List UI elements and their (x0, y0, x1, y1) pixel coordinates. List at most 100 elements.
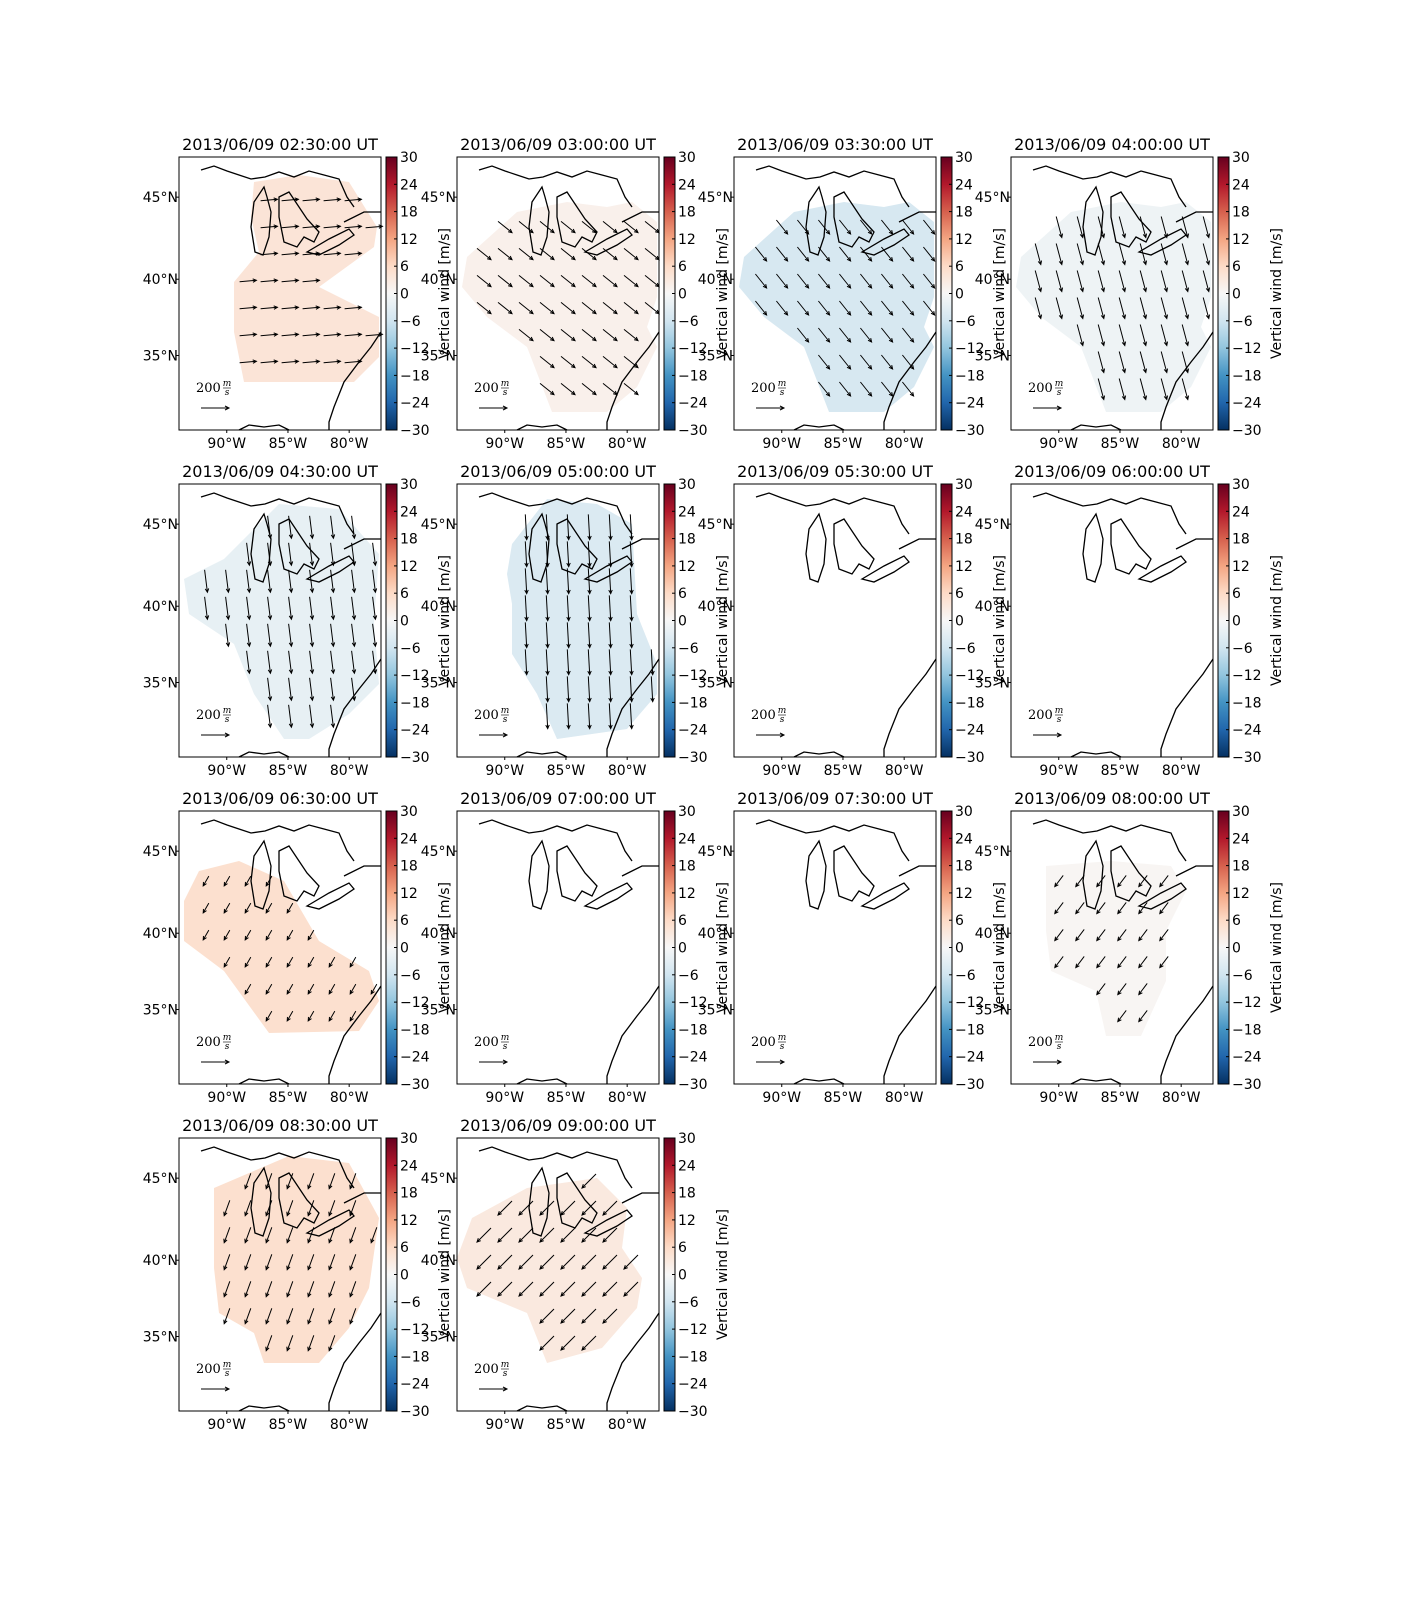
wind-arrow (246, 650, 252, 675)
wind-arrow (328, 1173, 336, 1190)
wind-arrow (881, 327, 894, 343)
map-panel: 2013/06/09 04:30:00 UT 200 ms 90°W 85°W 80°W 4… (143, 462, 453, 779)
colorbar-tick-label: −6 (400, 314, 421, 330)
wind-arrow (309, 677, 315, 702)
wind-arrow (839, 219, 852, 235)
wind-arrow (307, 1308, 315, 1325)
coastline (478, 165, 660, 431)
colorbar-tick-label: 24 (1232, 177, 1250, 193)
wind-arrow (202, 875, 210, 887)
lat-tick-label: 35°N (143, 1002, 178, 1018)
wind-arrow (602, 275, 618, 288)
wind-arrow (281, 197, 300, 202)
wind-arrow (539, 1200, 555, 1216)
wind-arrow (372, 623, 378, 648)
wind-arrow (344, 305, 363, 310)
wind-arrow (1160, 243, 1169, 266)
wind-arrow (1117, 902, 1127, 915)
lon-tick-label: 85°W (547, 436, 586, 452)
wind-arrow (330, 542, 336, 567)
wind-arrow (1076, 297, 1085, 320)
wind-arrow (539, 356, 555, 369)
colorbar-tick-label: 0 (1232, 614, 1241, 630)
wind-arrow (623, 1254, 639, 1270)
wind-arrow (1117, 956, 1127, 969)
wind-arrow (602, 302, 618, 315)
wind-arrow (629, 622, 634, 649)
colorbar-tick-label: −12 (955, 341, 985, 357)
wind-arrow (1138, 875, 1148, 888)
wind-arrow (302, 224, 321, 229)
lat-tick-label: 45°N (975, 517, 1010, 533)
colorbar-tick-label: 0 (678, 941, 687, 957)
lat-tick-label: 45°N (143, 190, 178, 206)
lon-tick-label: 85°W (547, 1090, 586, 1106)
colorbar-tick-label: −30 (678, 750, 708, 766)
colorbar-tick-label: 6 (1232, 913, 1241, 929)
wind-arrow (1076, 216, 1085, 239)
wind-arrow (244, 983, 252, 995)
wind-arrow (309, 596, 315, 621)
quiver-key-unit: s (1057, 388, 1062, 398)
wind-arrow (923, 246, 936, 262)
wind-arrow (328, 1200, 336, 1217)
wind-arrow (267, 650, 273, 675)
wind-arrow (1096, 875, 1106, 888)
wind-arrow (349, 956, 357, 968)
colorbar-tick-label: −18 (400, 1349, 430, 1365)
wind-arrow (370, 983, 378, 995)
quiver-key-unit: s (225, 388, 230, 398)
wind-arrow (860, 381, 873, 397)
wind-arrow (1160, 351, 1169, 374)
wind-arrow (1138, 1010, 1148, 1023)
wind-arrow (1138, 902, 1148, 915)
wind-arrow (1075, 956, 1085, 969)
wind-arrow (372, 596, 378, 621)
wind-arrow (351, 515, 357, 540)
wind-arrow (1075, 929, 1085, 942)
colorbar-tick-label: −24 (678, 1377, 708, 1393)
colorbar: 30 24 18 12 6 0 −6 −12 −18 −24 −30 Vertical wind [m… (385, 150, 453, 439)
wind-arrow (265, 956, 273, 968)
wind-arrow (560, 1308, 576, 1324)
map-panel: 2013/06/09 09:00:00 UT 200 ms 90°W 85°W 80°W 4… (421, 1116, 731, 1433)
lat-tick-label: 35°N (143, 1329, 178, 1345)
colorbar-tick-label: 12 (678, 232, 696, 248)
wind-arrow (776, 273, 789, 289)
wind-arrow (307, 956, 315, 968)
colorbar-label: Vertical wind [m/s] (437, 228, 453, 359)
colorbar-tick-label: 24 (1232, 504, 1250, 520)
lat-tick-label: 40°N (421, 1253, 456, 1269)
colorbar-tick-label: −12 (400, 995, 430, 1011)
wind-arrow (365, 332, 384, 337)
colorbar-tick-label: −30 (400, 423, 430, 439)
wind-arrow (518, 302, 534, 315)
lon-tick-label: 80°W (330, 1090, 369, 1106)
wind-arrow (524, 568, 529, 595)
wind-arrow (223, 1200, 231, 1217)
quiver-key-arrow (201, 405, 231, 411)
wind-arrow (581, 1227, 597, 1243)
colorbar-tick-label: −30 (955, 750, 985, 766)
quiver-key-unit: s (1057, 1042, 1062, 1052)
colorbar-tick-label: −12 (678, 668, 708, 684)
colorbar-tick-label: 18 (678, 205, 696, 221)
colorbar-tick-label: −6 (1232, 968, 1253, 984)
map-panel: 2013/06/09 08:30:00 UT 200 ms 90°W 85°W 80°W 4… (143, 1116, 453, 1433)
wind-arrow (602, 383, 618, 396)
coastline (200, 1146, 382, 1412)
coastline (478, 819, 660, 1085)
quiver-key-arrow (756, 405, 786, 411)
wind-arrow (330, 704, 336, 729)
wind-arrow (265, 1335, 273, 1352)
wind-arrow (497, 1281, 513, 1297)
quiver-key-unit: m (1055, 1033, 1064, 1043)
wind-arrow (623, 356, 639, 369)
quiver-key-arrow (479, 1386, 509, 1392)
quiver-key-arrow (1033, 732, 1063, 738)
colorbar-tick-label: −6 (678, 968, 699, 984)
wind-arrow (372, 542, 378, 567)
wind-arrow (239, 305, 258, 310)
quiver-key-unit: m (223, 706, 232, 716)
wind-arrow (497, 248, 513, 261)
